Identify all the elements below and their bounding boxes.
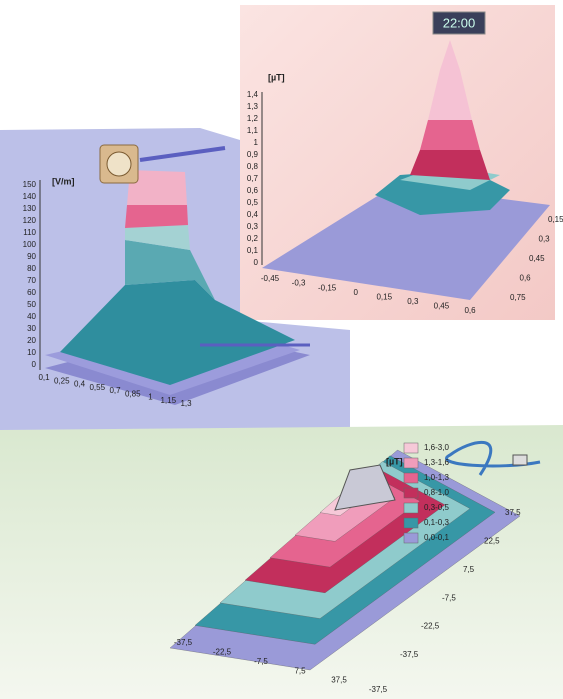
y-tick-label: -22,5: [421, 622, 440, 631]
x-tick-label: -0,15: [318, 283, 337, 292]
z-tick-label: 140: [23, 192, 37, 201]
z-tick-label: 10: [27, 348, 36, 357]
x-tick-label: 1,3: [180, 399, 192, 408]
x-tick-label: 1: [148, 393, 153, 402]
legend-label: 0,3-0,5: [424, 503, 449, 512]
z-tick-label: 1,1: [247, 126, 259, 135]
x-tick-label: -37,5: [369, 685, 388, 694]
legend-label: 0,8-1,0: [424, 488, 449, 497]
z-tick-label: 0,8: [247, 162, 259, 171]
unit-label: [V/m]: [52, 176, 75, 186]
z-tick-label: 50: [27, 300, 36, 309]
y-tick-label: 0,3: [539, 235, 551, 244]
z-tick-label: 0,6: [247, 186, 259, 195]
x-tick-label: 0,7: [109, 386, 121, 395]
legend-label: 0,1-0,3: [424, 518, 449, 527]
x-tick-label: 0,45: [434, 302, 450, 311]
z-tick-label: 120: [23, 216, 37, 225]
legend-swatch: [404, 533, 418, 543]
x-tick-label: 0,3: [407, 297, 419, 306]
clock: 22:00: [443, 15, 476, 30]
z-tick-label: 0: [254, 258, 259, 267]
y-tick-label: 37,5: [505, 508, 521, 517]
legend-swatch: [404, 458, 418, 468]
x-tick-label: 0,6: [464, 306, 476, 315]
legend-swatch: [404, 488, 418, 498]
z-tick-label: 0,5: [247, 198, 259, 207]
z-tick-label: 90: [27, 252, 36, 261]
x-tick-label: 0: [353, 288, 358, 297]
page: [V/m] [µT] 22:00 [µT] 010203040506070809…: [0, 0, 563, 699]
x-tick-label: -22,5: [213, 648, 232, 657]
z-tick-label: 0: [32, 360, 37, 369]
y-tick-label: 0,45: [529, 254, 545, 263]
legend-label: 1,0-1,3: [424, 473, 449, 482]
z-tick-label: 1,2: [247, 114, 259, 123]
z-tick-label: 0,7: [247, 174, 259, 183]
x-tick-label: 0,15: [376, 292, 392, 301]
z-tick-label: 40: [27, 312, 36, 321]
x-tick-label: 0,1: [38, 373, 50, 382]
x-tick-label: -37,5: [174, 638, 193, 647]
z-tick-label: 0,9: [247, 150, 259, 159]
z-tick-label: 20: [27, 336, 36, 345]
z-tick-label: 30: [27, 324, 36, 333]
y-tick-label: -37,5: [400, 650, 419, 659]
z-tick-label: 1,4: [247, 90, 259, 99]
z-tick-label: 110: [23, 228, 36, 237]
z-tick-label: 80: [27, 264, 36, 273]
x-tick-label: 0,85: [125, 389, 141, 398]
y-tick-label: -7,5: [442, 593, 456, 602]
legend-swatch: [404, 443, 418, 453]
z-tick-label: 130: [23, 204, 37, 213]
x-tick-label: 7,5: [294, 666, 306, 675]
legend-label: 1,3-1,6: [424, 458, 449, 467]
x-tick-label: -0,45: [261, 274, 280, 283]
y-tick-label: 0,75: [510, 293, 526, 302]
y-tick-label: 22,5: [484, 537, 500, 546]
legend-swatch: [404, 473, 418, 483]
z-tick-label: 0,2: [247, 234, 259, 243]
z-tick-label: 1,3: [247, 102, 259, 111]
x-tick-label: 0,25: [54, 376, 70, 385]
legend-label: 0,0-0,1: [424, 533, 449, 542]
unit-label: [µT]: [386, 456, 403, 466]
x-tick-label: 0,55: [89, 383, 105, 392]
x-tick-label: -0,3: [292, 279, 306, 288]
y-tick-label: 0,15: [548, 215, 563, 224]
legend-swatch: [404, 503, 418, 513]
x-tick-label: 1,15: [160, 396, 176, 405]
z-tick-label: 0,1: [247, 246, 259, 255]
legend-swatch: [404, 518, 418, 528]
z-tick-label: 0,4: [247, 210, 259, 219]
z-tick-label: 150: [23, 180, 37, 189]
unit-label: [µT]: [268, 72, 285, 82]
y-tick-label: 7,5: [463, 565, 475, 574]
z-tick-label: 100: [23, 240, 37, 249]
legend-label: 1,6-3,0: [424, 443, 449, 452]
y-tick-label: 0,6: [520, 274, 532, 283]
z-tick-label: 0,3: [247, 222, 259, 231]
z-tick-label: 1: [254, 138, 259, 147]
x-tick-label: 37,5: [331, 676, 347, 685]
x-tick-label: 0,4: [74, 380, 86, 389]
z-tick-label: 60: [27, 288, 36, 297]
z-tick-label: 70: [27, 276, 36, 285]
x-tick-label: -7,5: [254, 657, 268, 666]
